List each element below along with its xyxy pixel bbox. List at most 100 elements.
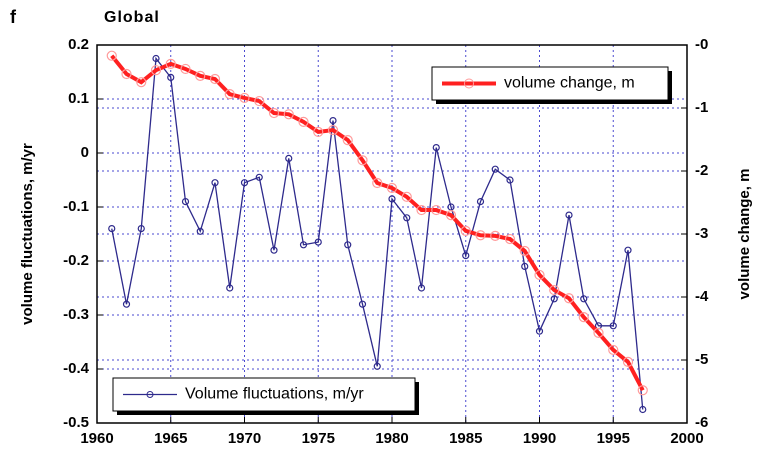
x-tick-label: 1960 — [80, 430, 113, 447]
data-point — [637, 385, 648, 396]
data-point — [372, 177, 383, 189]
data-point — [209, 73, 221, 85]
y2-tick-label: -5 — [695, 351, 708, 368]
data-point — [609, 322, 617, 330]
y-tick-label: 0.2 — [68, 36, 89, 53]
panel-label: f — [10, 7, 17, 27]
data-point — [136, 77, 147, 88]
data-point — [506, 176, 514, 184]
data-point — [137, 225, 145, 233]
series-line — [111, 56, 644, 410]
data-point — [255, 173, 263, 181]
series-line — [110, 54, 645, 392]
data-point — [167, 73, 175, 82]
y2-tick-label: -1 — [695, 99, 708, 116]
y-tick-label: 0.1 — [68, 90, 89, 107]
data-point — [270, 246, 278, 254]
chart-title: Global — [104, 9, 160, 26]
data-point — [226, 284, 234, 292]
data-point — [211, 179, 219, 187]
y2-tick-label: -0 — [695, 36, 708, 53]
y-tick-label: 0 — [81, 144, 89, 161]
data-point — [534, 269, 545, 281]
data-point — [639, 405, 647, 414]
data-point — [327, 124, 339, 136]
data-point — [196, 227, 204, 235]
data-point — [535, 327, 544, 335]
data-point — [342, 135, 353, 146]
data-point — [491, 165, 499, 173]
data-point — [329, 116, 337, 125]
data-point — [460, 225, 471, 236]
data-point — [239, 92, 250, 104]
y2-tick-label: -4 — [695, 288, 709, 305]
data-point — [108, 225, 116, 233]
data-point — [403, 214, 411, 222]
y-tick-label: -0.2 — [63, 252, 89, 269]
data-point — [106, 50, 117, 61]
data-point — [416, 204, 427, 216]
data-point — [565, 211, 573, 219]
data-point — [580, 295, 588, 303]
x-tick-label: 1985 — [449, 430, 482, 447]
data-point — [298, 116, 309, 127]
data-point — [475, 230, 486, 241]
data-point — [180, 63, 191, 75]
y2-tick-label: -2 — [695, 162, 708, 179]
data-point — [152, 54, 160, 63]
y2-axis-label: volume change, m — [736, 169, 753, 300]
data-point — [373, 362, 381, 370]
data-point — [476, 198, 485, 206]
data-point — [445, 210, 457, 221]
legend: volume change, m — [431, 66, 672, 104]
data-point — [578, 312, 589, 323]
data-point — [417, 284, 426, 292]
x-tick-label: 1970 — [228, 430, 261, 447]
data-point — [299, 241, 308, 249]
y-tick-label: -0.5 — [63, 414, 89, 431]
data-point — [313, 126, 324, 138]
data-point — [283, 109, 294, 120]
x-tick-label: 1980 — [375, 430, 408, 447]
data-point — [401, 191, 412, 202]
x-tick-label: 1965 — [154, 430, 187, 447]
y2-tick-label: -6 — [695, 414, 708, 431]
data-point — [254, 95, 265, 107]
data-point — [521, 262, 529, 270]
data-point — [240, 179, 249, 187]
data-point — [285, 154, 293, 162]
x-tick-label: 1975 — [302, 430, 335, 447]
data-point — [563, 293, 575, 304]
data-point — [462, 252, 470, 260]
y2-tick-label: -3 — [695, 225, 708, 242]
x-tick-label: 1995 — [597, 430, 630, 447]
data-point — [121, 68, 132, 80]
data-point — [608, 344, 619, 356]
legend: Volume fluctuations, m/yr — [112, 377, 419, 415]
y-tick-label: -0.4 — [63, 360, 90, 377]
data-point — [224, 89, 235, 100]
data-point — [195, 70, 206, 81]
data-point — [386, 182, 398, 194]
legend-marker — [146, 391, 154, 398]
data-point — [150, 65, 162, 76]
plot-frame — [96, 44, 688, 424]
data-point — [593, 327, 604, 339]
data-point — [447, 203, 455, 211]
data-point — [165, 58, 176, 70]
data-point — [490, 230, 501, 241]
data-point — [357, 155, 368, 166]
data-point — [344, 241, 352, 249]
y-axis-label: volume fluctuations, m/yr — [19, 143, 36, 325]
data-point — [549, 284, 560, 296]
data-point — [388, 195, 396, 203]
legend-label: Volume fluctuations, m/yr — [185, 386, 364, 403]
data-point — [519, 245, 530, 257]
x-tick-label: 2000 — [670, 430, 703, 447]
data-point — [624, 246, 632, 254]
x-tick-label: 1990 — [523, 430, 556, 447]
data-point — [268, 107, 280, 119]
data-point — [314, 238, 322, 246]
data-point — [432, 144, 440, 152]
